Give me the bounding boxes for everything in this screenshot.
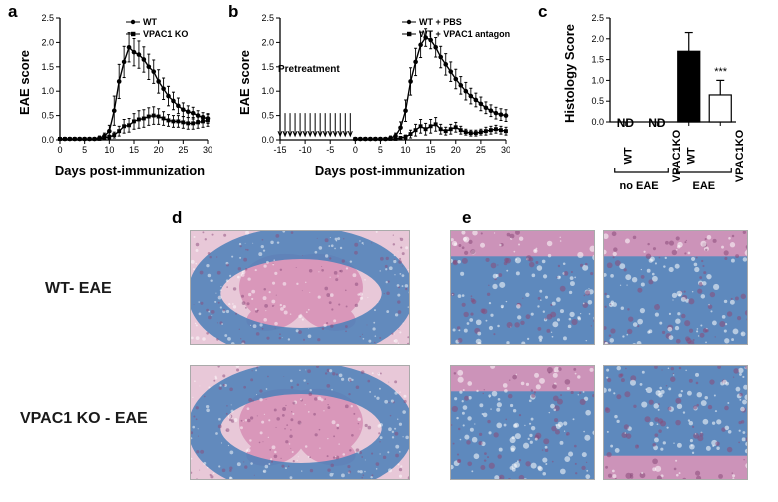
svg-text:5: 5 (378, 145, 383, 155)
svg-text:1.5: 1.5 (591, 55, 604, 65)
histology-wt-zoom-2 (603, 230, 748, 345)
svg-text:1.5: 1.5 (262, 62, 274, 72)
svg-text:25: 25 (178, 145, 188, 155)
svg-text:0.0: 0.0 (42, 135, 54, 145)
svg-text:25: 25 (476, 145, 486, 155)
chart-a: 0.0 0.5 1.0 1.5 2.0 2.5 0 5 10 15 20 25 30 WT VPAC1 KO (42, 12, 212, 162)
svg-text:30: 30 (501, 145, 510, 155)
svg-text:2.5: 2.5 (42, 13, 54, 23)
svg-text:2.0: 2.0 (591, 34, 604, 44)
chart-a-xlabel: Days post-immunization (50, 163, 210, 178)
svg-text:0: 0 (353, 145, 358, 155)
svg-text:VPAC1 KO: VPAC1 KO (143, 29, 188, 39)
chart-a-ylabel: EAE score (17, 50, 32, 115)
panel-label-a: a (8, 2, 17, 22)
chart-b-ylabel: EAE score (237, 50, 252, 115)
svg-text:5: 5 (82, 145, 87, 155)
svg-text:2.0: 2.0 (42, 37, 54, 47)
svg-text:0.5: 0.5 (42, 111, 54, 121)
svg-text:0: 0 (57, 145, 62, 155)
svg-text:-10: -10 (299, 145, 312, 155)
row-label-wt: WT- EAE (45, 280, 112, 298)
svg-text:-5: -5 (326, 145, 334, 155)
svg-text:15: 15 (426, 145, 436, 155)
panel-label-e: e (462, 208, 471, 228)
svg-text:WT: WT (143, 17, 157, 27)
svg-text:1.0: 1.0 (591, 75, 604, 85)
panel-label-c: c (538, 2, 547, 22)
histology-wt-zoom-1 (450, 230, 595, 345)
histology-ko-zoom-1 (450, 365, 595, 480)
pretreatment-label: Pretreatment (278, 64, 340, 75)
svg-text:WT + PBS: WT + PBS (419, 17, 462, 27)
panel-label-d: d (172, 208, 182, 228)
histology-wt-section (190, 230, 410, 345)
svg-text:-15: -15 (273, 145, 286, 155)
chart-b: 0.0 0.5 1.0 1.5 2.0 2.5 -15 -10 -5 0 5 10 15 20 25 30 WT… (262, 12, 510, 162)
histology-ko-section (190, 365, 410, 480)
svg-text:0.0: 0.0 (262, 135, 274, 145)
svg-text:15: 15 (129, 145, 139, 155)
svg-text:1.5: 1.5 (42, 62, 54, 72)
svg-text:0.5: 0.5 (591, 96, 604, 106)
svg-text:2.5: 2.5 (262, 13, 274, 23)
svg-text:2.0: 2.0 (262, 37, 274, 47)
svg-text:10: 10 (104, 145, 114, 155)
svg-text:20: 20 (451, 145, 461, 155)
histology-ko-zoom-2 (603, 365, 748, 480)
svg-text:1.0: 1.0 (262, 86, 274, 96)
svg-text:WT + VPAC1 antagonist: WT + VPAC1 antagonist (419, 29, 510, 39)
chart-c-ylabel: Histology Score (562, 24, 577, 123)
row-label-ko: VPAC1 KO - EAE (20, 410, 148, 428)
svg-text:30: 30 (203, 145, 212, 155)
svg-text:1.0: 1.0 (42, 86, 54, 96)
panel-label-b: b (228, 2, 238, 22)
chart-b-xlabel: Days post-immunization (280, 163, 500, 178)
svg-text:0.5: 0.5 (262, 111, 274, 121)
significance-stars: *** (714, 66, 727, 78)
svg-text:2.5: 2.5 (591, 13, 604, 23)
svg-text:10: 10 (401, 145, 411, 155)
svg-text:20: 20 (154, 145, 164, 155)
